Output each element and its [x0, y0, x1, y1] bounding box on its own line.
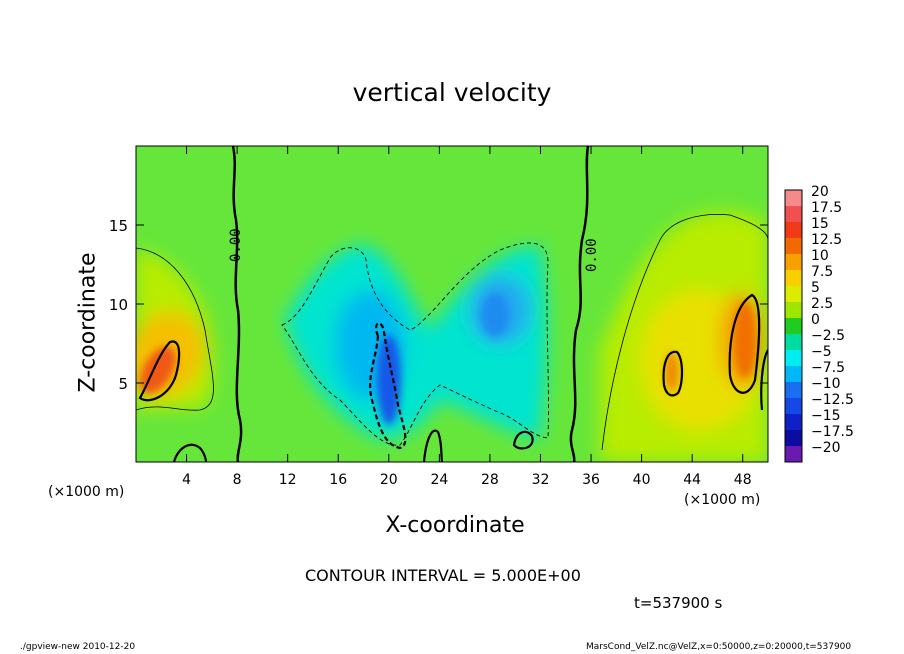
- colorbar-swatch: [785, 222, 802, 239]
- contour-pos-mid-thick: [662, 350, 684, 397]
- updraft-core-right: [734, 302, 756, 378]
- x-unit-label-left: (×1000 m): [48, 484, 125, 500]
- colorbar-swatch: [785, 302, 802, 319]
- heatmap-field: 0.00 0.00: [136, 146, 768, 462]
- x-ticks: 4 8 12 16 20 24 28 32 36 40 44 48: [182, 146, 752, 488]
- colorbar-label: −15: [811, 408, 841, 424]
- x-tick-label: 12: [279, 472, 297, 488]
- contour-neg-inner: [369, 322, 407, 450]
- y-ticks: 5 10 15: [109, 217, 768, 393]
- contour-pos-left-thick: [138, 340, 181, 402]
- colorbar-swatch: [785, 238, 802, 255]
- contour-pos-bottom-mid: [422, 429, 444, 462]
- y-axis-label: Z-coordinate: [75, 252, 101, 393]
- x-tick-label: 32: [532, 472, 550, 488]
- y-tick-label: 15: [109, 217, 128, 235]
- y-tick-label: 5: [118, 375, 128, 393]
- x-axis-label: X-coordinate: [385, 513, 525, 538]
- footer-right: MarsCond_VelZ.nc@VelZ,x=0:50000,z=0:2000…: [586, 642, 852, 652]
- colorbar-label: 10: [811, 248, 829, 264]
- x-tick-label: 48: [734, 472, 752, 488]
- colorbar-label: 0: [811, 312, 820, 328]
- colorbar-swatch: [785, 270, 802, 287]
- x-tick-label: 36: [582, 472, 600, 488]
- contour-pos-bottom-right: [512, 430, 534, 450]
- colorbar-label: 7.5: [811, 264, 833, 280]
- colorbar-swatch: [785, 430, 802, 447]
- colorbar-swatch: [785, 446, 802, 463]
- heatmap-blobs: [136, 211, 768, 462]
- colorbar-swatch: [785, 286, 802, 303]
- colorbar-label: −20: [811, 440, 841, 456]
- heatmap-cores: [140, 293, 756, 425]
- x-tick-label: 40: [633, 472, 651, 488]
- downdraft-core-right: [481, 293, 509, 337]
- colorbar-swatch: [785, 350, 802, 367]
- contour-neg-outer: [281, 242, 549, 446]
- colorbar-label: −7.5: [811, 360, 845, 376]
- contour-pos-left-thin: [136, 247, 214, 411]
- x-tick-label: 28: [481, 472, 499, 488]
- colorbar-swatch: [785, 254, 802, 271]
- contour-label-left: 0.00: [228, 228, 244, 262]
- colorbar-label: −2.5: [811, 328, 845, 344]
- contour-pos-edge-thick: [760, 349, 768, 411]
- colorbar-label: 15: [811, 216, 829, 232]
- contour-zero-right: [569, 146, 590, 462]
- colorbar-swatch: [785, 366, 802, 383]
- colorbar-label: 17.5: [811, 200, 842, 216]
- x-tick-label: 20: [380, 472, 398, 488]
- colorbar-swatch: [785, 414, 802, 431]
- colorbar-label: 12.5: [811, 232, 842, 248]
- x-tick-label: 44: [683, 472, 701, 488]
- colorbar-swatch: [785, 206, 802, 223]
- colorbar-label: −10: [811, 376, 841, 392]
- contour-zero-left: [231, 146, 243, 462]
- colorbar-swatch: [785, 190, 802, 207]
- colorbar-swatch: [785, 382, 802, 399]
- colorbar-label: −5: [811, 344, 832, 360]
- x-tick-label: 8: [233, 472, 242, 488]
- colorbar-swatch: [785, 318, 802, 335]
- x-tick-label: 4: [182, 472, 191, 488]
- contour-lines: [136, 146, 768, 462]
- colorbar-label: −12.5: [811, 392, 854, 408]
- x-tick-label: 16: [329, 472, 347, 488]
- contour-pos-bottom-left: [172, 443, 208, 462]
- colorbar-label: 20: [811, 184, 829, 200]
- contour-label-right: 0.00: [584, 238, 600, 272]
- x-tick-label: 24: [430, 472, 448, 488]
- contour-pos-right-thick: [728, 293, 761, 394]
- colorbar-label: 2.5: [811, 296, 833, 312]
- y-tick-label: 10: [109, 296, 128, 314]
- footer-left: ./gpview-new 2010-12-20: [20, 642, 136, 652]
- updraft-core-mid: [665, 352, 679, 392]
- contour-interval-text: CONTOUR INTERVAL = 5.000E+00: [305, 566, 581, 585]
- contour-pos-right-thin: [601, 214, 768, 451]
- chart-title: vertical velocity: [352, 78, 552, 107]
- colorbar-swatch: [785, 334, 802, 351]
- colorbar: 2017.51512.5107.552.50−2.5−5−7.5−10−12.5…: [784, 184, 854, 463]
- time-label: t=537900 s: [634, 594, 723, 612]
- colorbar-label: −17.5: [811, 424, 854, 440]
- colorbar-frame: [784, 189, 803, 463]
- x-unit-label-right: (×1000 m): [684, 492, 761, 508]
- downdraft-core: [377, 335, 401, 425]
- colorbar-label: 5: [811, 280, 820, 296]
- colorbar-swatch: [785, 398, 802, 415]
